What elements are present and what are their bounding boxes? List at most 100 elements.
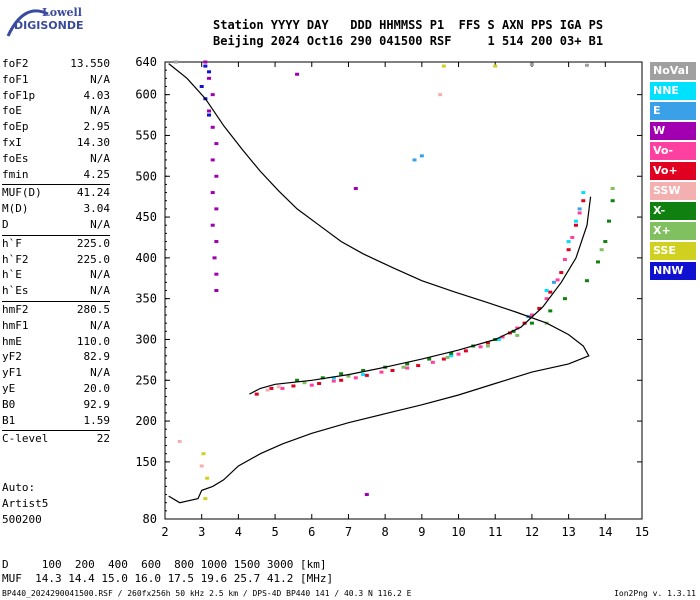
point-vo- — [485, 341, 490, 345]
param-label: B0 — [2, 397, 16, 411]
param-value: 20.0 — [83, 381, 111, 395]
param-value: N/A — [90, 318, 110, 332]
point-x- — [320, 376, 325, 380]
param-row: foF1 N/A — [2, 73, 110, 89]
point-x- — [548, 309, 553, 313]
point-w — [203, 60, 208, 64]
point-w — [295, 72, 300, 76]
param-label: hmE — [2, 334, 22, 348]
point-x- — [339, 372, 344, 376]
param-row: MUF(D) 41.24 — [2, 186, 110, 202]
point-vo- — [570, 235, 575, 239]
param-label: h`F2 — [2, 252, 29, 266]
param-value: 225.0 — [76, 236, 110, 250]
param-separator — [2, 234, 110, 236]
autoscaling-info: Auto: Artist5 500200 — [2, 480, 48, 528]
point-noval — [529, 62, 534, 66]
point-x- — [445, 355, 450, 359]
point-x- — [427, 357, 432, 361]
param-value: 4.03 — [83, 88, 111, 102]
point-vo- — [269, 386, 274, 390]
point-vo- — [390, 368, 395, 372]
param-row: B1 1.59 — [2, 414, 110, 430]
legend-item-ssw: SSW — [650, 182, 696, 200]
point-x- — [449, 351, 454, 355]
point-ssw — [276, 385, 281, 389]
y-tick-label: 400 — [135, 251, 157, 265]
point-x- — [562, 297, 567, 301]
point-noval — [174, 60, 179, 64]
point-vo- — [515, 326, 520, 330]
point-w — [214, 142, 219, 146]
version-label: Ion2Png v. 1.3.11 — [614, 589, 696, 598]
param-row: yE 20.0 — [2, 382, 110, 398]
legend-item-nnw: NNW — [650, 262, 696, 280]
point-x- — [295, 378, 300, 382]
x-tick-label: 7 — [345, 525, 352, 539]
x-tick-label: 9 — [418, 525, 425, 539]
point-nnw — [207, 113, 212, 117]
x-tick-label: 14 — [598, 525, 612, 539]
param-label: M(D) — [2, 202, 29, 216]
point-sse — [201, 452, 206, 456]
point-x- — [610, 199, 615, 203]
param-value: 280.5 — [76, 302, 110, 316]
param-row: hmF2 280.5 — [2, 303, 110, 319]
point-vo- — [573, 223, 578, 227]
digisonde-logo: Lowell DIGISONDE — [4, 6, 84, 42]
point-x- — [302, 381, 307, 385]
param-row: h`F 225.0 — [2, 237, 110, 253]
param-row: yF2 82.9 — [2, 350, 110, 366]
point-vo- — [291, 384, 296, 388]
y-tick-label: 600 — [135, 88, 157, 102]
param-value: 1.59 — [83, 413, 111, 427]
x-tick-label: 12 — [525, 525, 539, 539]
auto-version: 500200 — [2, 513, 42, 526]
y-tick-label: 250 — [135, 373, 157, 387]
point-ssw — [438, 93, 443, 97]
point-vo- — [562, 257, 567, 261]
param-value: 2.95 — [83, 120, 111, 134]
legend-item-x-: X- — [650, 202, 696, 220]
point-vo- — [537, 306, 542, 310]
legend-item-x-: X+ — [650, 222, 696, 240]
param-value: N/A — [90, 366, 110, 380]
point-sse — [441, 64, 446, 68]
x-tick-label: 13 — [561, 525, 575, 539]
param-label: h`E — [2, 268, 22, 282]
auto-label: Auto: — [2, 481, 36, 494]
param-value: 110.0 — [76, 334, 110, 348]
point-x- — [401, 365, 406, 369]
point-sse — [203, 497, 208, 501]
header-line-values: Beijing 2024 Oct16 290 041500 RSF 1 514 … — [213, 34, 604, 48]
point-x- — [361, 368, 366, 372]
point-nne — [449, 354, 454, 358]
param-label: foEp — [2, 120, 29, 134]
point-w — [210, 191, 215, 195]
point-w — [214, 240, 219, 244]
param-label: yF2 — [2, 350, 22, 364]
param-value: N/A — [90, 268, 110, 282]
scaled-parameters-panel: foF2 13.550 foF1 N/A foF1p 4.03 foE N/A foEp 2.95… — [2, 57, 110, 448]
x-tick-label: 2 — [161, 525, 168, 539]
point-vo- — [566, 248, 571, 252]
param-row: foE N/A — [2, 104, 110, 120]
distance-row: D 100 200 400 600 800 1000 1500 3000 [km… — [2, 558, 327, 571]
point-nne — [544, 289, 549, 292]
y-tick-label: 450 — [135, 210, 157, 224]
point-sse — [205, 476, 210, 480]
param-value: 82.9 — [83, 350, 111, 364]
legend-item-vo-: Vo- — [650, 142, 696, 160]
point-vo- — [463, 349, 468, 353]
param-row: hmF1 N/A — [2, 319, 110, 335]
point-sse — [493, 64, 498, 68]
param-value: N/A — [90, 104, 110, 118]
point-vo- — [478, 345, 483, 349]
param-value: N/A — [90, 72, 110, 86]
point-vo- — [548, 290, 553, 294]
param-value: 4.25 — [83, 167, 111, 181]
point-vo- — [353, 376, 358, 380]
y-tick-label: 150 — [135, 455, 157, 469]
param-row: h`Es N/A — [2, 284, 110, 300]
file-info-footer: BP440_2024290041500.RSF / 260fx256h 50 k… — [2, 589, 412, 598]
